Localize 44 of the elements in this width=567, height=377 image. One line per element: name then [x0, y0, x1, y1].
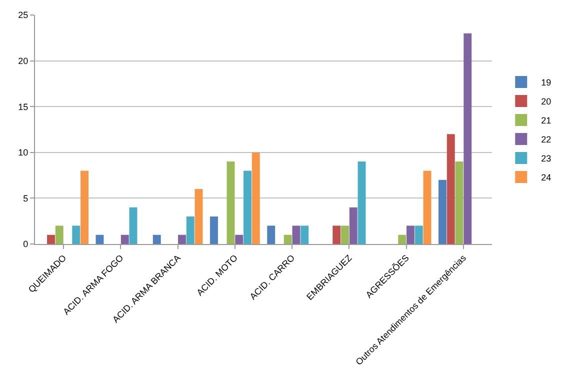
bar — [194, 189, 203, 244]
legend-label: 20 — [541, 96, 552, 107]
bar — [300, 226, 309, 244]
legend-label: 21 — [541, 116, 552, 126]
y-tick-label: 0 — [23, 239, 28, 250]
bar — [120, 234, 129, 244]
legend-label: 22 — [541, 134, 552, 145]
bar — [235, 234, 244, 244]
bar — [186, 216, 194, 244]
bar — [414, 226, 423, 244]
bar — [80, 170, 88, 244]
legend-label: 24 — [541, 172, 552, 183]
bar — [55, 226, 64, 244]
bar — [244, 170, 252, 244]
bar — [226, 162, 235, 244]
bar — [292, 226, 300, 244]
bar — [406, 226, 414, 244]
bar — [349, 207, 358, 244]
bar — [210, 216, 218, 244]
bar — [332, 226, 341, 244]
bar — [398, 234, 406, 244]
bar — [152, 234, 161, 244]
bar — [129, 207, 138, 244]
bar — [341, 226, 349, 244]
bar — [252, 152, 260, 244]
bar — [446, 134, 455, 244]
y-tick-label: 5 — [23, 193, 28, 204]
bar — [96, 234, 104, 244]
y-tick-label: 15 — [18, 102, 28, 112]
y-tick-label: 10 — [18, 148, 28, 158]
bar — [267, 226, 276, 244]
bar — [72, 226, 80, 244]
bar — [464, 33, 472, 244]
bar — [423, 170, 432, 244]
bar — [47, 234, 55, 244]
y-tick-label: 25 — [18, 10, 28, 20]
bar — [358, 162, 366, 244]
bar — [438, 180, 446, 244]
bar — [455, 162, 464, 244]
legend-label: 23 — [541, 154, 552, 164]
legend-label: 19 — [541, 78, 552, 88]
bar — [284, 234, 292, 244]
bar — [178, 234, 186, 244]
y-tick-label: 20 — [18, 56, 28, 66]
